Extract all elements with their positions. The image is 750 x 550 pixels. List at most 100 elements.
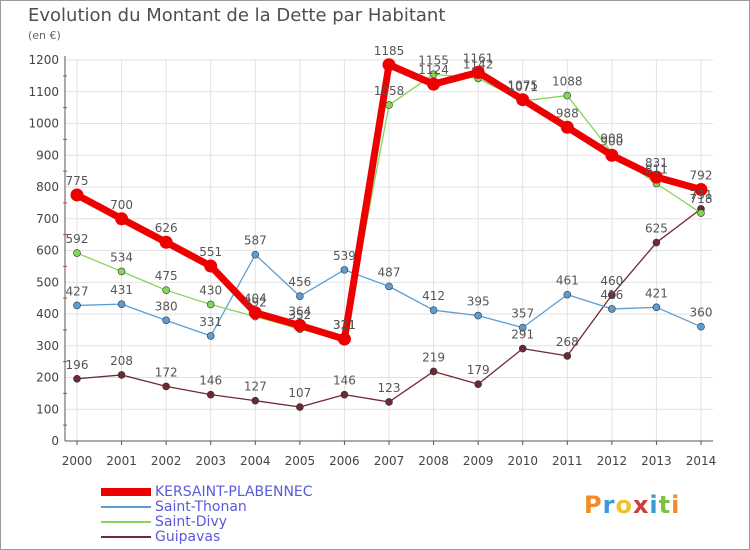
data-label: 331 bbox=[199, 315, 222, 329]
data-label: 219 bbox=[422, 350, 445, 364]
data-label: 625 bbox=[645, 222, 668, 236]
data-point bbox=[73, 374, 81, 383]
data-label: 539 bbox=[333, 249, 356, 263]
y-tick-label: 500 bbox=[36, 275, 59, 289]
legend-swatch bbox=[101, 536, 151, 538]
x-tick-label: 2000 bbox=[62, 454, 93, 468]
data-point bbox=[652, 303, 661, 312]
data-point bbox=[206, 390, 215, 399]
logo-letter: x bbox=[632, 491, 650, 519]
data-point bbox=[560, 120, 574, 134]
data-label: 1155 bbox=[418, 53, 449, 67]
data-label: 427 bbox=[66, 284, 89, 298]
data-label: 179 bbox=[467, 363, 490, 377]
data-point bbox=[563, 290, 572, 299]
logo-letter: i bbox=[649, 491, 659, 519]
data-point bbox=[652, 238, 661, 247]
data-label: 1088 bbox=[552, 75, 583, 89]
data-label: 626 bbox=[155, 221, 178, 235]
data-point bbox=[296, 403, 304, 411]
data-point bbox=[649, 170, 663, 184]
data-label: 534 bbox=[110, 250, 133, 264]
x-tick-label: 2014 bbox=[686, 454, 717, 468]
data-label: 123 bbox=[378, 381, 401, 395]
data-label: 395 bbox=[467, 295, 490, 309]
data-point bbox=[563, 91, 572, 100]
x-tick-label: 2009 bbox=[463, 454, 494, 468]
data-point bbox=[206, 332, 215, 340]
data-point bbox=[251, 250, 260, 259]
data-label: 988 bbox=[556, 106, 579, 120]
x-tick-label: 2005 bbox=[285, 454, 316, 468]
data-label: 475 bbox=[155, 269, 178, 283]
data-point bbox=[694, 183, 708, 197]
x-tick-label: 2013 bbox=[641, 454, 672, 468]
data-point bbox=[117, 300, 126, 308]
data-label: 908 bbox=[600, 132, 623, 146]
data-point bbox=[474, 380, 482, 388]
y-tick-label: 600 bbox=[36, 244, 59, 258]
data-point bbox=[162, 286, 170, 294]
legend-swatch bbox=[101, 506, 151, 508]
x-tick-label: 2008 bbox=[418, 454, 449, 468]
logo-letter: o bbox=[615, 491, 633, 519]
data-point bbox=[385, 398, 393, 406]
data-label: 1058 bbox=[374, 84, 405, 98]
axes bbox=[63, 56, 713, 445]
data-point bbox=[385, 101, 393, 109]
y-tick-label: 1200 bbox=[28, 53, 59, 67]
series-kersaint-plabennec bbox=[70, 58, 708, 346]
x-tick-label: 2003 bbox=[195, 454, 226, 468]
data-label: 460 bbox=[600, 274, 623, 288]
data-point bbox=[518, 323, 527, 332]
data-point bbox=[73, 301, 81, 310]
line-chart: 0 100 200 300 400 500 600 700 800 900 1000 1100 1200… bbox=[28, 44, 717, 468]
y-tick-label: 1100 bbox=[28, 85, 59, 99]
data-label: 421 bbox=[645, 286, 668, 300]
data-point bbox=[117, 371, 126, 379]
data-label: 268 bbox=[556, 335, 579, 349]
data-label: 321 bbox=[333, 318, 356, 332]
data-label: 357 bbox=[511, 307, 534, 321]
data-point bbox=[73, 249, 81, 257]
logo-letter: r bbox=[602, 491, 616, 519]
data-point bbox=[251, 396, 260, 405]
data-label: 700 bbox=[110, 198, 133, 212]
data-point bbox=[117, 267, 126, 276]
y-tick-label: 900 bbox=[36, 148, 59, 162]
data-point bbox=[382, 58, 396, 72]
data-point bbox=[340, 266, 349, 274]
logo-letter: t bbox=[658, 491, 672, 519]
data-label: 146 bbox=[199, 374, 222, 388]
data-label: 811 bbox=[645, 163, 668, 177]
y-tick-labels: 0 100 200 300 400 500 600 700 800 900 1000 1100 1200 bbox=[28, 53, 59, 448]
data-label: 456 bbox=[288, 275, 311, 289]
data-label: 487 bbox=[378, 265, 401, 279]
data-label: 380 bbox=[155, 299, 178, 313]
data-label: 352 bbox=[288, 308, 311, 322]
series-layer bbox=[70, 58, 708, 411]
data-point bbox=[697, 322, 705, 331]
data-label: 412 bbox=[422, 289, 445, 303]
data-point bbox=[427, 77, 441, 91]
y-tick-label: 800 bbox=[36, 180, 59, 194]
data-label: 587 bbox=[244, 234, 267, 248]
data-label: 1071 bbox=[507, 80, 538, 94]
data-point bbox=[162, 316, 170, 325]
data-point bbox=[248, 306, 262, 320]
x-tick-label: 2012 bbox=[597, 454, 628, 468]
data-label: 416 bbox=[600, 288, 623, 302]
data-label: 404 bbox=[244, 292, 267, 306]
data-label: 208 bbox=[110, 354, 133, 368]
y-tick-label: 0 bbox=[51, 434, 59, 448]
x-tick-label: 2004 bbox=[240, 454, 271, 468]
y-tick-label: 1000 bbox=[28, 117, 59, 131]
data-label: 430 bbox=[199, 283, 222, 297]
y-tick-label: 700 bbox=[36, 212, 59, 226]
x-tick-label: 2007 bbox=[374, 454, 405, 468]
data-label: 364 bbox=[288, 304, 311, 318]
data-point bbox=[516, 93, 530, 107]
data-label: 431 bbox=[110, 283, 133, 297]
data-labels-layer: 196 208 172 146 127 107 146 123 219 179 291 268 460 6… bbox=[66, 44, 713, 400]
data-label: 792 bbox=[690, 169, 713, 183]
